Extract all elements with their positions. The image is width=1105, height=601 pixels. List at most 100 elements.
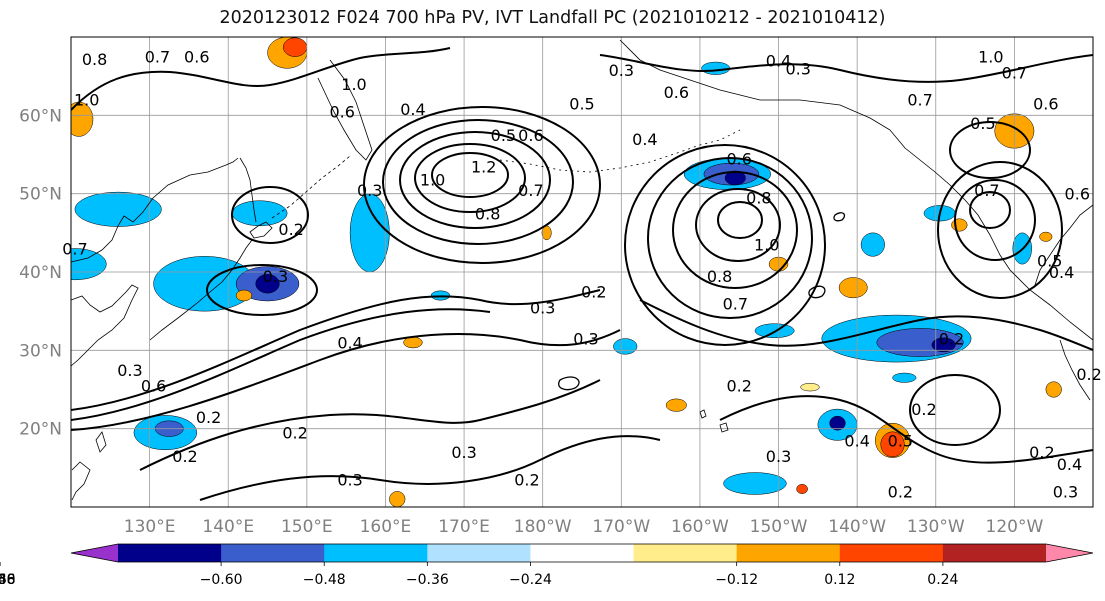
contour-label: 0.3 [573,330,598,349]
colorbar-tick-label: 0.24 [927,572,958,588]
contour-label: 0.3 [357,181,382,200]
pv-contour-jet-1 [71,289,601,411]
latitude-label: 20°N [19,420,62,440]
pv-contour-north-1 [71,47,451,111]
colorbar-tick-label: −0.24 [509,572,552,588]
contour-label: 0.7 [518,181,543,200]
contour-label: 0.7 [723,294,748,313]
contour-label: 0.3 [451,443,476,462]
gridlines [71,37,1093,507]
contour-label: 0.2 [196,408,221,427]
contour-label: 0.7 [145,48,170,67]
colorbar-segment [839,544,944,562]
colorbar-segment [530,544,635,562]
coastline-alaska [619,39,1093,341]
latitude-label: 30°N [19,341,62,361]
pv-contour-east-1 [969,191,1011,229]
coastline-baja [1059,339,1091,401]
coastline-japan [149,239,253,341]
contour-label: 0.2 [581,283,606,302]
contour-label: 0.5 [1037,251,1062,270]
contour-label: 0.8 [707,267,732,286]
contour-label: 0.7 [62,240,87,259]
ivt-shading-blob [829,415,846,431]
colorbar-tick-label: −0.48 [303,572,346,588]
ivt-shading-blob [235,289,253,302]
longitude-label: 160°E [360,517,412,537]
contour-label: 0.3 [263,267,288,286]
pv-contour-center-1 [717,201,763,239]
contour-labels: 0.8 0.7 0.61.01.00.6 0.40.5 0.61.21.00.70.80… [62,48,1102,502]
contour-label: 0.5 [491,126,516,145]
ivt-shading-blob [951,218,968,232]
contour-label: 0.5 [888,431,913,450]
contour-label: 0.6 [518,126,543,145]
contour-label: 0.6 [184,48,209,67]
colorbar-tick-labels: −0.60 −0.48 −0.36 −0.24 −0.12 0.12 0.24 0.360.4… [0,562,959,588]
pv-contour-center-4 [647,157,813,319]
contour-label: 1.0 [754,236,779,255]
pv-contour-low-2 [414,143,526,213]
contour-label: 1.0 [341,75,366,94]
pv-contour-jet-2 [71,308,491,421]
colorbar-extend-high [1046,544,1093,562]
longitude-label: 170°W [592,517,650,537]
longitude-label: 140°E [202,517,254,537]
latitude-labels: 60°N 50°N 40°N 30°N 20°N [19,106,62,439]
ivt-shading-blob [613,338,638,355]
pv-contour-jet-3 [71,329,621,431]
pv-contour-thin-1 [558,376,580,391]
colorbar [70,543,1094,563]
ivt-shading-blob [796,484,808,494]
contour-label: 0.3 [1053,482,1078,501]
contour-label: 0.4 [337,334,362,353]
colorbar-tick-label: −0.36 [406,572,449,588]
contour-label: 0.3 [609,61,634,80]
colorbar-outline [70,543,1094,563]
pv-contour-low-5 [363,106,601,264]
map-frame [70,36,1094,508]
longitude-label: 180°W [514,517,572,537]
contour-label: 0.2 [1029,443,1054,462]
coastlines [71,39,1093,501]
contour-label: 0.8 [475,204,500,223]
pv-contour-south-2 [199,435,661,501]
ivt-shading-blob [724,170,746,186]
coastline-korea-china [71,284,139,367]
contour-label: 0.4 [844,431,869,450]
contour-label: 0.8 [82,50,107,69]
contour-label: 0.7 [1002,63,1027,82]
ivt-shading-blob [838,277,868,299]
contour-label: 0.4 [1057,455,1082,474]
contour-label: 0.4 [400,100,425,119]
pv-contour-west-2 [206,264,318,316]
contour-label: 1.0 [420,171,445,190]
contour-label: 0.6 [329,102,354,121]
ivt-shading-blob [1039,231,1053,242]
longitude-label: 150°W [750,517,808,537]
longitude-label: 130°E [124,517,176,537]
longitude-label: 130°W [907,517,965,537]
ivt-shading-blob [1045,381,1062,398]
colorbar-segment [221,544,325,562]
pv-contours-thin [558,212,846,391]
contour-label: 0.6 [141,377,166,396]
contour-label: 0.8 [746,189,771,208]
pv-contour-low-3 [399,131,551,229]
contour-label: 0.2 [939,330,964,349]
colorbar-tick-label: −0.60 [200,572,243,588]
coastline-taiwan [95,431,107,453]
ivt-shading-blob [389,491,406,507]
colorbar-tick-label: 0.48 [0,572,16,588]
pv-contour-north-2 [599,54,1093,83]
colorbar-tick-label: −0.12 [715,572,758,588]
ivt-shading-blob [283,37,308,57]
pv-contour-south-1 [139,379,601,471]
contour-label: 0.2 [1076,365,1101,384]
latitude-label: 50°N [19,185,62,205]
latitude-label: 40°N [19,263,62,283]
contour-label: 0.6 [664,83,689,102]
contour-label: 0.7 [974,181,999,200]
